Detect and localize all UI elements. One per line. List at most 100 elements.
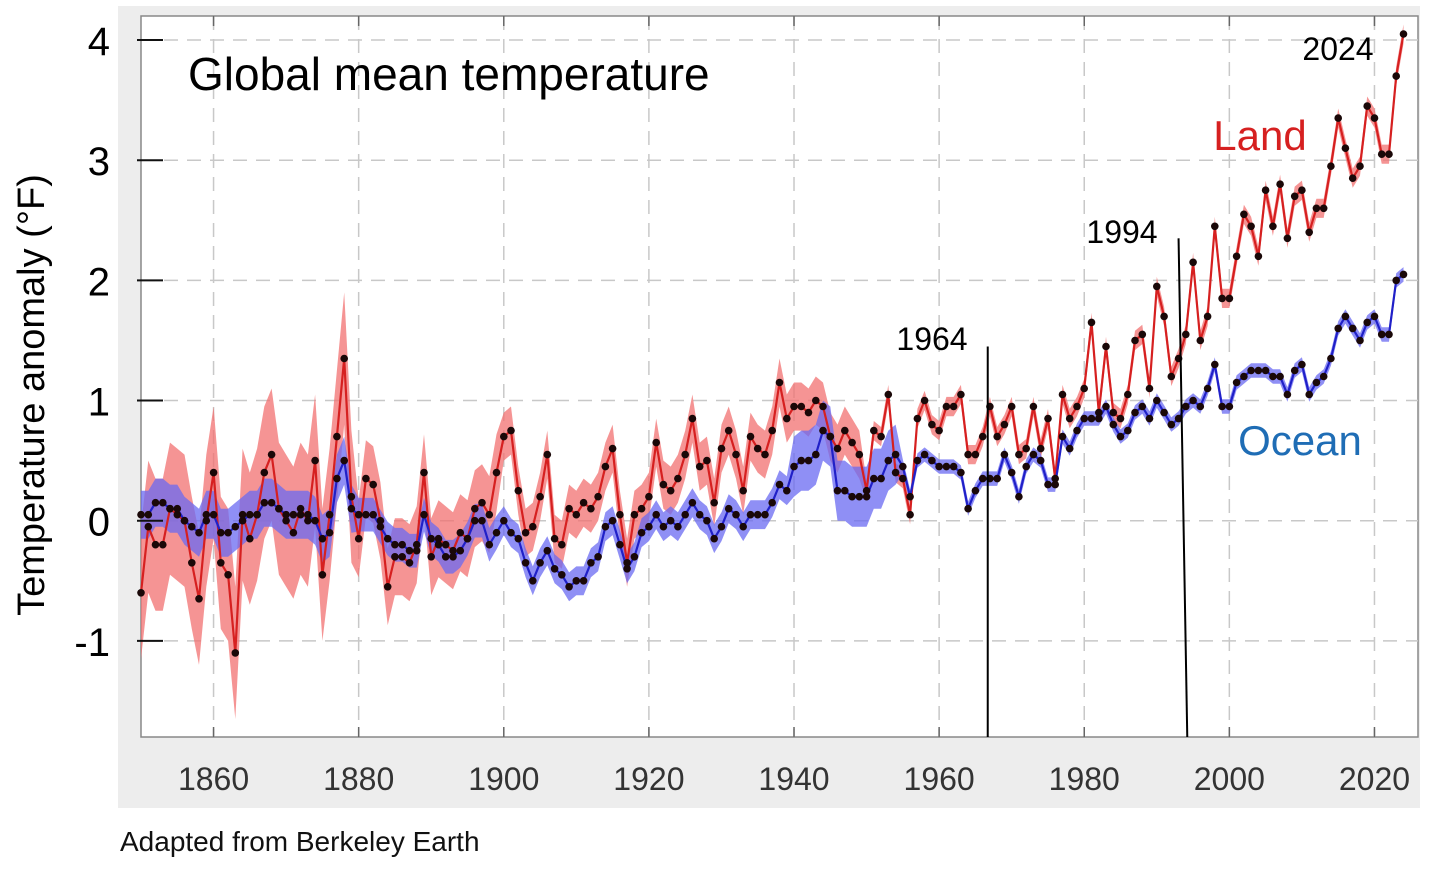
point-ocean [1029, 450, 1038, 459]
point-land [449, 546, 457, 555]
point-ocean [260, 498, 269, 507]
series-label-ocean: Ocean [1238, 417, 1362, 464]
point-ocean [1377, 330, 1386, 339]
point-land [949, 402, 958, 411]
point-land [536, 492, 544, 501]
point-land [1225, 294, 1234, 303]
point-ocean [1153, 396, 1161, 405]
point-ocean [485, 540, 494, 549]
point-land [1240, 210, 1248, 219]
point-land [1341, 144, 1350, 152]
point-land [768, 426, 776, 435]
series-label-land: Land [1213, 112, 1306, 159]
point-ocean [144, 510, 153, 519]
point-ocean [971, 486, 980, 495]
point-ocean [899, 462, 907, 471]
annotation-2024: 2024 [1302, 31, 1373, 67]
point-ocean [775, 480, 784, 489]
point-ocean [1138, 402, 1147, 411]
point-land [1370, 114, 1379, 122]
point-ocean [572, 577, 581, 585]
point-land [833, 444, 842, 453]
point-land [1254, 252, 1263, 261]
point-ocean [420, 510, 428, 519]
x-tick-label: 1880 [323, 761, 394, 797]
point-ocean [920, 450, 929, 459]
point-ocean [594, 553, 602, 561]
point-land [151, 540, 160, 549]
x-tick-label: 1980 [1049, 761, 1120, 797]
point-ocean [848, 492, 856, 501]
point-ocean [666, 516, 675, 525]
point-ocean [311, 516, 319, 525]
series-points [137, 30, 1408, 657]
point-ocean [942, 462, 951, 471]
point-land [688, 414, 697, 423]
point-land [1022, 444, 1030, 453]
point-land [1196, 336, 1205, 345]
point-land [550, 534, 559, 543]
point-land [500, 432, 508, 441]
point-land [521, 528, 530, 537]
grid [141, 16, 1418, 737]
y-tick-label: 2 [88, 260, 110, 304]
point-ocean [1254, 366, 1263, 375]
point-land [391, 553, 399, 561]
point-ocean [1348, 324, 1357, 333]
point-ocean [391, 540, 399, 549]
point-ocean [1196, 402, 1205, 411]
point-ocean [993, 474, 1001, 483]
point-land [804, 408, 813, 417]
point-land [913, 414, 922, 423]
point-land [739, 486, 747, 495]
point-ocean [732, 510, 740, 519]
annotation-line-1994 [1177, 238, 1189, 738]
y-axis-label: Temperature anomaly (°F) [11, 174, 53, 616]
point-land [616, 510, 624, 519]
point-land [456, 528, 465, 537]
point-land [1276, 180, 1284, 188]
point-land [159, 540, 167, 549]
point-ocean [1232, 378, 1241, 387]
point-ocean [173, 504, 182, 513]
point-land [478, 498, 486, 507]
point-ocean [412, 546, 421, 555]
point-land [246, 534, 254, 543]
point-land [325, 510, 334, 519]
point-land [195, 595, 203, 603]
point-land [855, 450, 864, 459]
point-ocean [195, 528, 203, 537]
point-land [514, 486, 523, 495]
point-ocean [884, 456, 893, 465]
point-ocean [746, 510, 755, 519]
point-land [543, 450, 552, 459]
point-land [666, 486, 675, 495]
point-land [775, 378, 784, 387]
point-land [1392, 72, 1400, 80]
point-land [1261, 186, 1270, 194]
point-land [1399, 30, 1408, 38]
point-land [1189, 258, 1197, 267]
point-ocean [601, 522, 610, 531]
point-land [797, 402, 806, 411]
y-tick-label: -1 [74, 621, 110, 665]
point-ocean [1044, 480, 1052, 489]
x-tick-label: 1960 [904, 761, 975, 797]
point-land [1385, 150, 1393, 158]
point-land [746, 432, 755, 441]
point-land [819, 402, 827, 411]
point-land [681, 450, 689, 459]
point-land [267, 450, 276, 459]
point-ocean [1261, 366, 1270, 375]
point-ocean [427, 534, 436, 543]
point-land [173, 510, 182, 519]
point-land [1232, 252, 1241, 261]
point-ocean [710, 534, 718, 543]
point-land [1131, 336, 1139, 345]
point-ocean [492, 528, 501, 537]
point-ocean [1116, 432, 1125, 441]
point-land [877, 432, 885, 441]
point-land [1312, 204, 1321, 213]
point-ocean [1167, 420, 1176, 429]
point-land [674, 474, 682, 483]
